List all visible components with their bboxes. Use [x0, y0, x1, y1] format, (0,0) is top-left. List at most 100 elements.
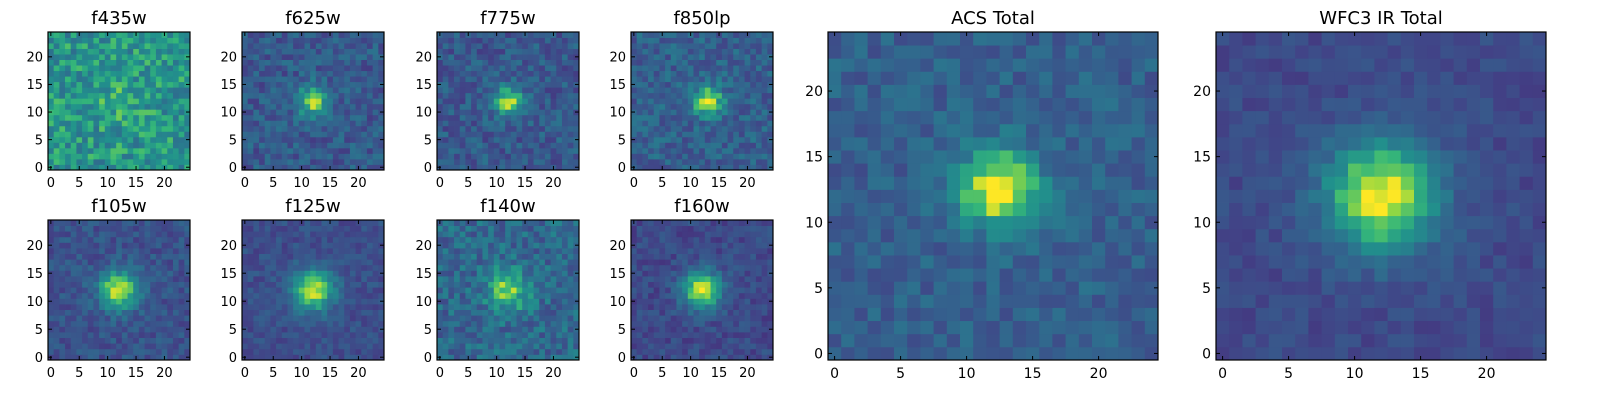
- heatmap-cell: [693, 59, 700, 66]
- heatmap-cell: [270, 158, 277, 165]
- heatmap-cell: [1255, 281, 1270, 295]
- heatmap-cell: [138, 292, 145, 299]
- heatmap-cell: [454, 114, 461, 121]
- heatmap-cell: [155, 81, 162, 88]
- heatmap-cell: [676, 131, 683, 138]
- heatmap-cell: [178, 298, 185, 305]
- heatmap-cell: [907, 333, 921, 348]
- heatmap-cell: [1216, 241, 1230, 256]
- heatmap-cell: [1506, 71, 1520, 85]
- heatmap-cell: [1039, 123, 1053, 138]
- heatmap-cell: [946, 123, 961, 138]
- heatmap-cell: [1131, 163, 1146, 177]
- heatmap-cell: [1440, 176, 1454, 190]
- heatmap-cell: [87, 76, 94, 83]
- heatmap-cell: [1519, 215, 1534, 230]
- heatmap-cell: [933, 123, 948, 138]
- heatmap-cell: [442, 131, 449, 138]
- heatmap-cell: [87, 109, 94, 116]
- heatmap-cell: [676, 37, 683, 44]
- heatmap-cell: [476, 87, 483, 94]
- heatmap-cell: [841, 110, 855, 125]
- heatmap-cell: [242, 65, 249, 72]
- heatmap-cell: [1026, 110, 1040, 125]
- heatmap-cell: [1321, 150, 1336, 164]
- heatmap-cell: [1532, 163, 1547, 177]
- heatmap-cell: [1361, 71, 1375, 85]
- heatmap-cell: [287, 348, 294, 355]
- heatmap-cell: [59, 264, 66, 271]
- heatmap-cell: [1414, 32, 1428, 46]
- heatmap-cell: [332, 343, 339, 350]
- heatmap-cell: [841, 136, 855, 151]
- heatmap-cell: [76, 248, 83, 254]
- heatmap-cell: [933, 320, 948, 335]
- heatmap-cell: [665, 43, 672, 49]
- heatmap-cell: [867, 163, 882, 177]
- heatmap-cell: [1348, 281, 1362, 295]
- heatmap-cell: [854, 84, 868, 98]
- heatmap-cell: [828, 333, 842, 348]
- heatmap-cell: [648, 125, 655, 132]
- heatmap-cell: [1440, 346, 1454, 361]
- heatmap-cell: [999, 45, 1014, 59]
- heatmap-cell: [253, 103, 260, 110]
- heatmap-cell: [127, 70, 134, 77]
- heatmap-cell: [93, 236, 100, 243]
- heatmap-cell: [242, 281, 249, 288]
- heatmap-cell: [264, 158, 271, 165]
- heatmap-cell: [82, 147, 89, 154]
- heatmap-cell: [761, 81, 768, 88]
- heatmap-cell: [338, 142, 345, 149]
- y-tick-label: 15: [609, 78, 626, 93]
- heatmap-cell: [172, 114, 180, 121]
- heatmap-cell: [1321, 202, 1336, 217]
- heatmap-cell: [767, 59, 774, 66]
- heatmap-cell: [561, 48, 569, 55]
- heatmap-cell: [93, 87, 100, 94]
- heatmap-cell: [361, 48, 368, 55]
- heatmap-cell: [315, 153, 322, 160]
- heatmap-cell: [276, 276, 283, 282]
- heatmap-cell: [344, 54, 351, 60]
- heatmap-cell: [973, 176, 987, 190]
- heatmap-cell: [1427, 176, 1441, 190]
- heatmap-cell: [1506, 346, 1520, 361]
- y-tick-label: 10: [805, 215, 823, 231]
- heatmap-cell: [653, 54, 660, 60]
- heatmap-cell: [1400, 58, 1415, 72]
- heatmap-cell: [242, 147, 249, 154]
- heatmap-cell: [1440, 333, 1454, 348]
- heatmap-cell: [1334, 215, 1349, 230]
- y-tick-label: 10: [220, 106, 237, 121]
- heatmap-cell: [361, 125, 368, 132]
- heatmap-cell: [1466, 268, 1481, 282]
- heatmap-cell: [76, 120, 83, 127]
- heatmap-cell: [1506, 228, 1520, 243]
- heatmap-cell: [287, 87, 294, 94]
- heatmap-cell: [53, 281, 60, 288]
- heatmap-cell: [1242, 189, 1256, 203]
- heatmap-cell: [727, 92, 734, 99]
- heatmap-cell: [493, 142, 500, 149]
- heatmap-cell: [298, 98, 305, 105]
- heatmap-cell: [1026, 189, 1040, 203]
- heatmap-cell: [332, 354, 339, 361]
- heatmap-cell: [93, 32, 100, 38]
- heatmap-cell: [304, 348, 311, 355]
- heatmap-cell: [1295, 189, 1309, 203]
- heatmap-cell: [144, 158, 151, 165]
- heatmap-cell: [710, 65, 717, 72]
- heatmap-cell: [104, 87, 111, 94]
- heatmap-cell: [727, 87, 734, 94]
- heatmap-cell: [1387, 307, 1402, 322]
- heatmap-cell: [315, 103, 322, 110]
- heatmap-cell: [907, 320, 921, 335]
- heatmap-cell: [704, 109, 711, 116]
- heatmap-cell: [70, 120, 77, 127]
- heatmap-cell: [744, 103, 751, 110]
- heatmap-cell: [1440, 136, 1454, 151]
- heatmap-cell: [298, 147, 305, 154]
- heatmap-cell: [744, 54, 751, 60]
- heatmap-cell: [1414, 307, 1428, 322]
